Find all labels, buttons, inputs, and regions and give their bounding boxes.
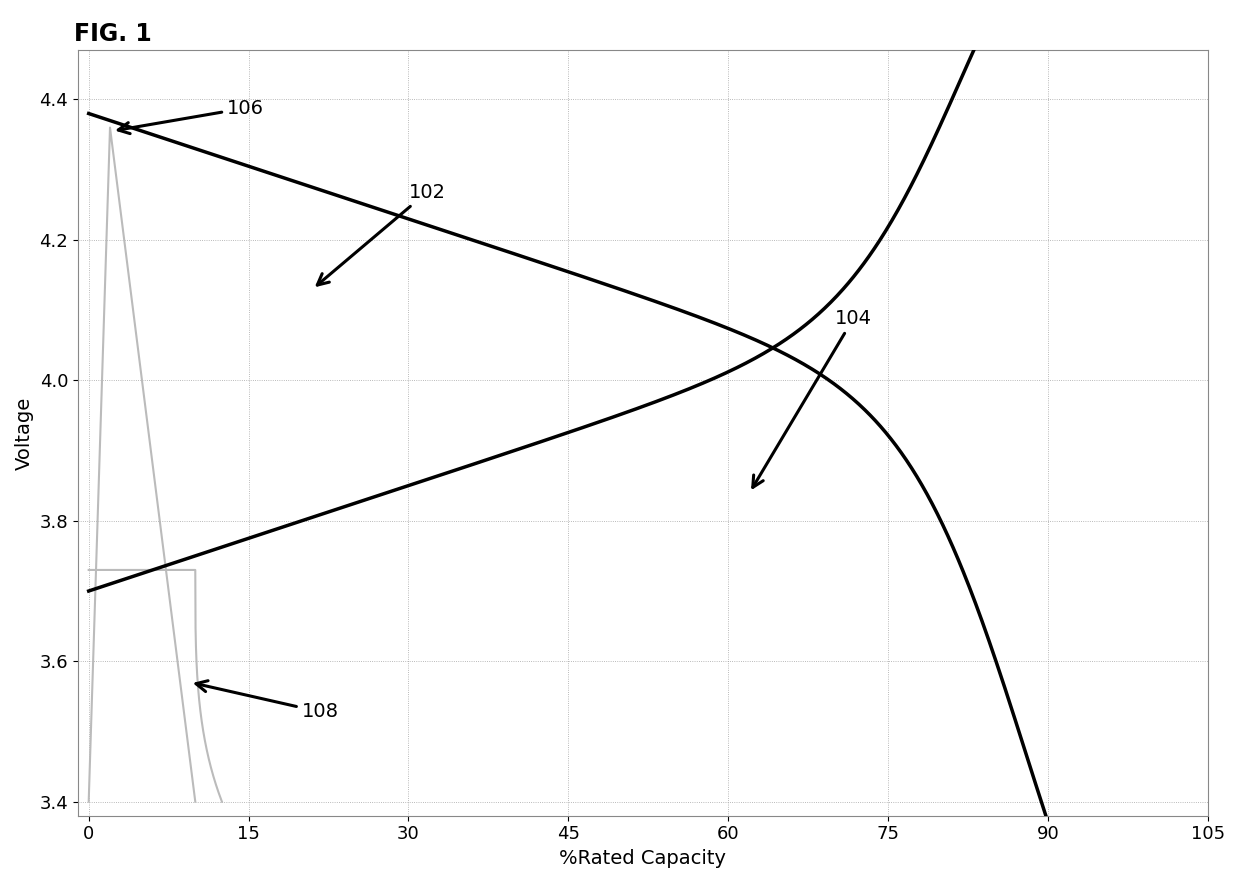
Text: FIG. 1: FIG. 1	[74, 22, 153, 46]
Text: 104: 104	[753, 309, 872, 487]
Text: 108: 108	[196, 681, 339, 721]
Y-axis label: Voltage: Voltage	[15, 396, 33, 470]
Text: 106: 106	[118, 99, 264, 133]
X-axis label: %Rated Capacity: %Rated Capacity	[559, 849, 727, 868]
Text: 102: 102	[317, 183, 445, 285]
